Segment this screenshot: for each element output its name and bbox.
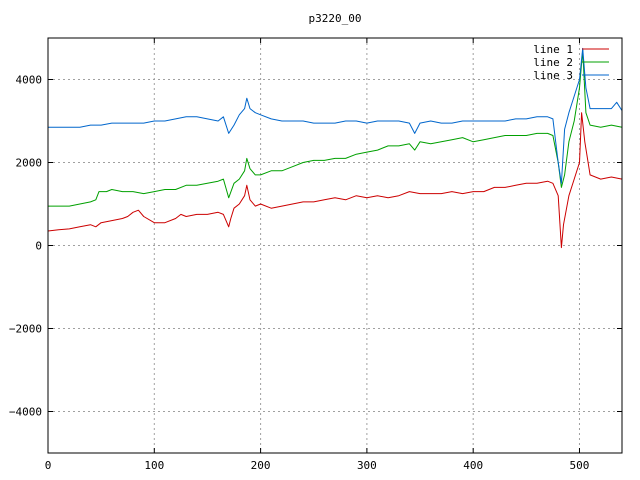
chart-title: p3220_00 — [309, 12, 362, 25]
series-line-line-3 — [48, 47, 623, 184]
y-tick-label: −2000 — [9, 323, 42, 336]
ticks: 0 100 200 300 400 500 −4000 −2000 0 2000 4000 — [9, 38, 622, 472]
series-line-line-2 — [48, 49, 623, 207]
x-tick-label: 200 — [251, 459, 271, 472]
series-group — [47, 47, 623, 249]
y-tick-label: 0 — [35, 240, 42, 253]
series-line-line-1 — [47, 112, 623, 249]
y-tick-label: 4000 — [16, 74, 43, 87]
y-tick-label: −4000 — [9, 406, 42, 419]
x-tick-label: 0 — [45, 459, 52, 472]
x-tick-label: 100 — [144, 459, 164, 472]
legend-label: line 3 — [533, 69, 573, 82]
legend-label: line 1 — [533, 43, 573, 56]
x-tick-label: 300 — [357, 459, 377, 472]
x-tick-label: 500 — [570, 459, 590, 472]
grid — [48, 38, 622, 453]
legend-label: line 2 — [533, 56, 573, 69]
x-tick-label: 400 — [463, 459, 483, 472]
y-tick-label: 2000 — [16, 157, 43, 170]
